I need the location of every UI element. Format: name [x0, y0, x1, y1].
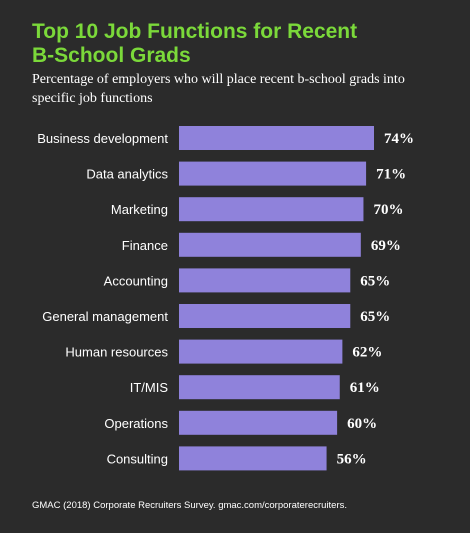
source-note: GMAC (2018) Corporate Recruiters Survey.…	[32, 500, 348, 511]
category-label: Data analytics	[86, 167, 168, 182]
category-label: Finance	[122, 238, 168, 253]
bar	[179, 339, 343, 364]
category-label: Marketing	[111, 202, 168, 217]
value-label: 74%	[384, 131, 414, 147]
bar	[179, 161, 367, 186]
value-label: 61%	[350, 380, 380, 396]
category-label: IT/MIS	[130, 380, 169, 395]
bar-chart: Business development 74% Data analytics 71%…	[37, 126, 414, 471]
value-label: 56%	[337, 451, 367, 467]
value-label: 71%	[376, 167, 406, 183]
category-label: Business development	[37, 131, 168, 146]
bar	[179, 304, 351, 328]
value-label: 70%	[373, 202, 403, 218]
chart-subtitle: Percentage of employers who will place r…	[32, 72, 405, 106]
category-label: General management	[42, 309, 168, 324]
bar	[179, 446, 327, 471]
category-label: Accounting	[104, 273, 168, 288]
bar	[179, 232, 361, 257]
value-label: 65%	[360, 309, 390, 325]
value-label: 62%	[352, 345, 382, 361]
value-label: 65%	[360, 273, 390, 289]
value-label: 69%	[371, 238, 401, 254]
bar	[179, 126, 374, 150]
category-label: Consulting	[107, 451, 168, 466]
category-label: Operations	[104, 416, 168, 431]
bar	[179, 410, 338, 435]
bar	[179, 375, 340, 400]
value-label: 60%	[347, 416, 377, 432]
category-label: Human resources	[65, 345, 168, 360]
bar	[179, 197, 364, 222]
chart-title: Top 10 Job Functions for Recent B-School…	[32, 20, 358, 67]
bar	[179, 268, 351, 293]
